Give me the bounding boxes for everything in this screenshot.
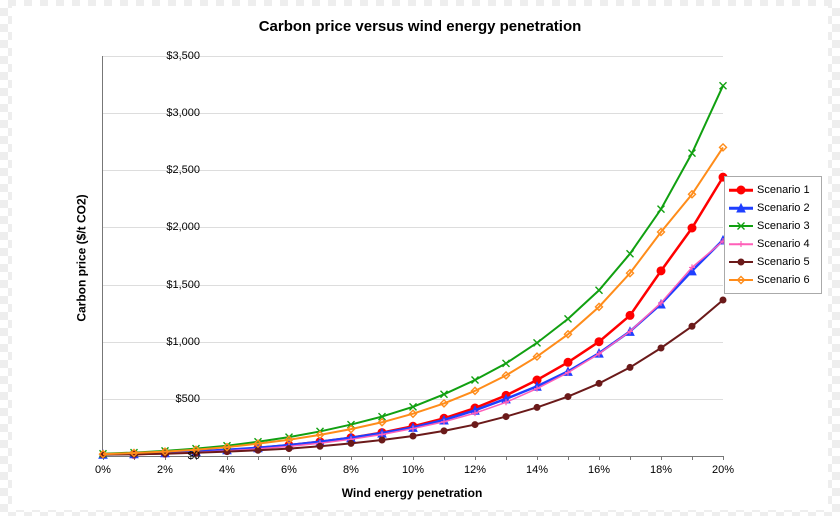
legend-item: Scenario 1 (729, 181, 817, 199)
legend-swatch (729, 256, 753, 268)
series-marker (348, 440, 354, 446)
legend-label: Scenario 6 (757, 274, 810, 286)
series-line (134, 177, 723, 454)
series-marker (565, 315, 572, 322)
series-marker (441, 428, 447, 434)
series-marker (565, 394, 571, 400)
legend-swatch (729, 220, 753, 232)
legend-label: Scenario 2 (757, 202, 810, 214)
legend-item: Scenario 6 (729, 271, 817, 289)
series-marker (688, 224, 696, 232)
x-tick (289, 456, 290, 460)
x-tick-label: 18% (650, 464, 672, 476)
x-tick (475, 456, 476, 460)
x-tick-label: 16% (588, 464, 610, 476)
y-tick-label: $2,500 (144, 164, 200, 176)
y-tick-label: $1,000 (144, 336, 200, 348)
series-marker (657, 267, 665, 275)
chart-panel: Carbon price versus wind energy penetrat… (12, 6, 828, 510)
x-tick (227, 456, 228, 460)
x-tick (599, 456, 600, 460)
series-marker (689, 323, 695, 329)
series-marker (317, 443, 323, 449)
series-marker (472, 422, 478, 428)
y-axis-label: Carbon price ($/t CO2) (75, 194, 89, 321)
legend-swatch (729, 274, 753, 286)
series-marker (564, 358, 572, 366)
series-marker (503, 414, 509, 420)
x-tick-label: 0% (95, 464, 111, 476)
x-tick (661, 456, 662, 460)
x-axis-label: Wind energy penetration (102, 486, 722, 500)
x-tick (382, 456, 383, 460)
legend-label: Scenario 4 (757, 238, 810, 250)
x-tick (537, 456, 538, 460)
x-tick (351, 456, 352, 460)
x-tick (413, 456, 414, 460)
series-marker (626, 311, 634, 319)
legend-label: Scenario 1 (757, 184, 810, 196)
legend-item: Scenario 2 (729, 199, 817, 217)
y-tick-label: $2,000 (144, 221, 200, 233)
x-tick-label: 20% (712, 464, 734, 476)
x-tick-label: 14% (526, 464, 548, 476)
x-tick (258, 456, 259, 460)
legend-item: Scenario 4 (729, 235, 817, 253)
legend-item: Scenario 5 (729, 253, 817, 271)
series-marker (627, 250, 634, 257)
y-tick-label: $3,000 (144, 107, 200, 119)
series-marker (658, 206, 665, 213)
x-tick (630, 456, 631, 460)
series-marker (410, 433, 416, 439)
x-tick-label: 10% (402, 464, 424, 476)
x-tick (506, 456, 507, 460)
x-tick-label: 2% (157, 464, 173, 476)
legend-swatch (729, 238, 753, 250)
series-marker (255, 447, 261, 453)
legend-label: Scenario 3 (757, 220, 810, 232)
series-marker (379, 437, 385, 443)
legend-label: Scenario 5 (757, 256, 810, 268)
y-tick-label: $1,500 (144, 279, 200, 291)
series-marker (596, 380, 602, 386)
series-marker (534, 339, 541, 346)
x-tick-label: 12% (464, 464, 486, 476)
series-marker (534, 404, 540, 410)
y-tick-label: $3,500 (144, 50, 200, 62)
series-line (103, 147, 723, 454)
x-tick (320, 456, 321, 460)
legend: Scenario 1 Scenario 2 Scenario 3 Scenario 4… (724, 176, 822, 294)
x-tick (692, 456, 693, 460)
series-marker (720, 82, 727, 89)
series-marker (503, 360, 510, 367)
y-tick-label: $0 (144, 450, 200, 462)
series-marker (689, 150, 696, 157)
y-tick-label: $500 (144, 393, 200, 405)
x-tick (444, 456, 445, 460)
series-marker (720, 297, 726, 303)
x-tick (723, 456, 724, 460)
series-marker (224, 449, 230, 455)
series-marker (286, 446, 292, 452)
series-marker (627, 364, 633, 370)
chart-title: Carbon price versus wind energy penetrat… (12, 18, 828, 35)
x-tick-label: 6% (281, 464, 297, 476)
x-tick (568, 456, 569, 460)
series-marker (658, 345, 664, 351)
x-tick-label: 8% (343, 464, 359, 476)
series-marker (472, 377, 479, 384)
x-tick-label: 4% (219, 464, 235, 476)
series-marker (595, 338, 603, 346)
legend-item: Scenario 3 (729, 217, 817, 235)
legend-swatch (729, 184, 753, 196)
legend-swatch (729, 202, 753, 214)
series-marker (596, 287, 603, 294)
